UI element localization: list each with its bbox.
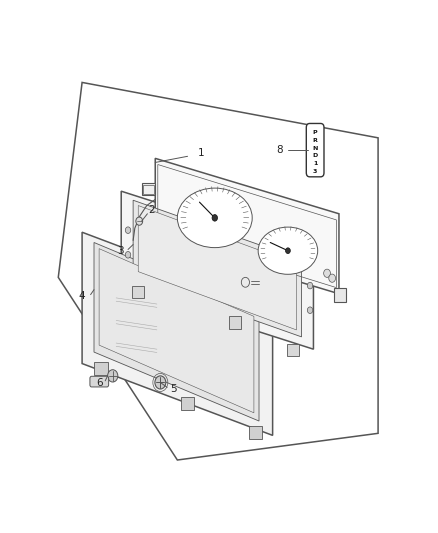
Polygon shape — [229, 317, 241, 329]
Polygon shape — [94, 243, 258, 421]
Polygon shape — [138, 206, 296, 330]
FancyBboxPatch shape — [306, 124, 323, 177]
Polygon shape — [155, 158, 338, 294]
Text: 2: 2 — [148, 206, 155, 215]
Text: D: D — [312, 154, 317, 158]
Polygon shape — [248, 426, 262, 439]
Circle shape — [135, 217, 142, 225]
FancyBboxPatch shape — [90, 376, 108, 387]
Polygon shape — [180, 397, 194, 410]
Circle shape — [328, 274, 335, 282]
Text: 8: 8 — [275, 145, 282, 155]
Polygon shape — [133, 200, 301, 337]
Circle shape — [212, 215, 217, 221]
Text: 4: 4 — [78, 291, 85, 301]
Circle shape — [125, 252, 131, 258]
Polygon shape — [286, 344, 298, 356]
Text: 3: 3 — [312, 169, 317, 174]
Text: 5: 5 — [170, 384, 176, 394]
Polygon shape — [58, 83, 377, 460]
Text: R: R — [312, 138, 317, 143]
Ellipse shape — [258, 227, 317, 274]
Polygon shape — [121, 191, 313, 349]
Polygon shape — [82, 232, 272, 435]
Text: 3: 3 — [117, 246, 123, 256]
Circle shape — [307, 307, 312, 313]
Polygon shape — [132, 286, 144, 298]
Circle shape — [285, 248, 290, 254]
Circle shape — [107, 370, 117, 382]
Circle shape — [307, 282, 312, 289]
Ellipse shape — [177, 188, 251, 248]
Polygon shape — [99, 248, 253, 413]
Text: 6: 6 — [95, 378, 102, 388]
Text: N: N — [312, 146, 317, 151]
Polygon shape — [333, 288, 345, 302]
Circle shape — [125, 227, 131, 233]
Circle shape — [155, 376, 166, 389]
Text: 1: 1 — [312, 161, 317, 166]
Circle shape — [323, 269, 330, 277]
Text: P: P — [312, 130, 317, 135]
Text: 1: 1 — [198, 148, 204, 158]
Polygon shape — [141, 183, 155, 195]
Polygon shape — [94, 362, 107, 375]
